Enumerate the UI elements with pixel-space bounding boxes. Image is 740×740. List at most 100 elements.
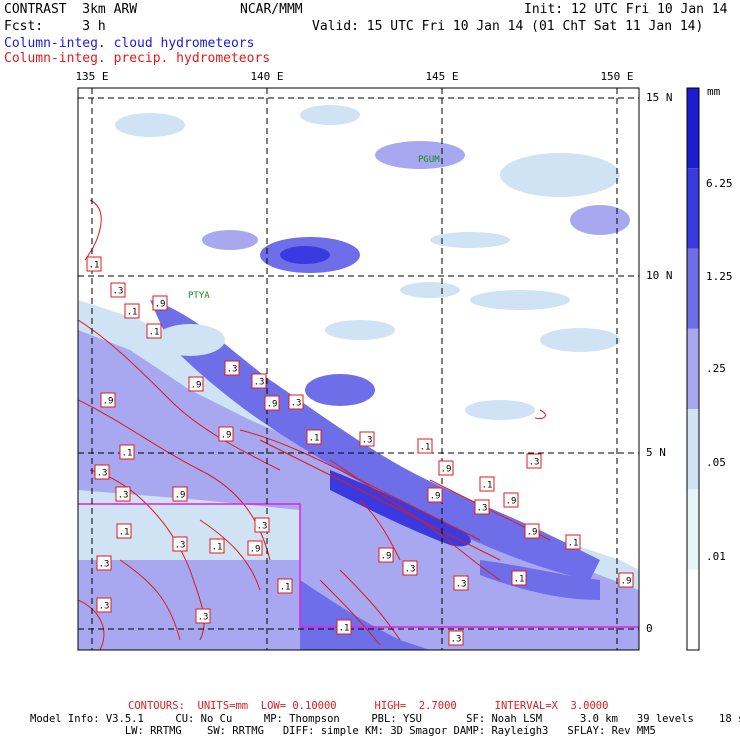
contour-label: .1 (479, 476, 495, 492)
contour-label-box (565, 534, 581, 550)
contour-label-box (474, 499, 490, 515)
contour-label-text: .3 (254, 378, 265, 388)
contour-label-box (116, 523, 132, 539)
map-border (77, 87, 640, 651)
contour-label: .3 (94, 464, 110, 480)
contour-label: .9 (247, 540, 263, 556)
contour-label-box (479, 476, 495, 492)
station-ptya: PTYA (188, 291, 210, 301)
contour-label-text: .1 (420, 443, 431, 453)
model-title: CONTRAST 3km ARW (4, 2, 138, 17)
contour-label-text: .1 (482, 481, 493, 491)
contour-label: .3 (224, 360, 240, 376)
contour-label-text: .3 (175, 541, 186, 551)
contour-label: .3 (254, 517, 270, 533)
colorbar (686, 87, 700, 651)
lat-label-5n: 5 N (646, 446, 666, 459)
contour-label-text: .3 (99, 602, 110, 612)
contour-label-box (152, 295, 168, 311)
contour-label-text: .3 (477, 504, 488, 514)
contour-label: .3 (448, 630, 464, 646)
colorbar-label-1.25: 1.25 (706, 270, 733, 283)
contour-label-box (172, 486, 188, 502)
contour-label: .3 (526, 453, 542, 469)
lon-label-135: 135 E (75, 70, 108, 83)
contour-label-box (218, 426, 234, 442)
contour-label-text: .3 (227, 365, 238, 375)
contour-label-box (306, 429, 322, 445)
contour-label: .9 (218, 426, 234, 442)
contour-label-box (427, 487, 443, 503)
contour-label: .9 (618, 572, 634, 588)
contour-label-text: .9 (250, 545, 261, 555)
contour-label-box (526, 453, 542, 469)
contour-label-text: .3 (113, 287, 124, 297)
contour-label-box (453, 575, 469, 591)
contour-label-box (110, 282, 126, 298)
contour-label: .9 (427, 487, 443, 503)
contour-label: .3 (172, 536, 188, 552)
contour-label: .1 (86, 256, 102, 272)
contour-label: .1 (116, 523, 132, 539)
colorbar-segment (687, 409, 699, 490)
contour-label-text: .3 (118, 491, 129, 501)
contour-label-box (438, 460, 454, 476)
contour-label-box (195, 608, 211, 624)
contour-label-text: .9 (506, 497, 517, 507)
contour-label: .1 (209, 538, 225, 554)
contour-label-box (100, 392, 116, 408)
contour-label-text: .9 (441, 465, 452, 475)
colorbar-segment (687, 88, 699, 169)
contour-label: .1 (306, 429, 322, 445)
contour-label-text: .1 (280, 583, 291, 593)
contour-label-text: .1 (89, 261, 100, 271)
contour-label-box (618, 572, 634, 588)
lon-label-150: 150 E (600, 70, 633, 83)
cloud-shading (78, 105, 639, 650)
contour-label-text: .3 (529, 458, 540, 468)
contour-label: .9 (524, 523, 540, 539)
contour-label-box (417, 438, 433, 454)
contour-label: .1 (146, 323, 162, 339)
contour-label-text: .1 (122, 449, 133, 459)
contour-label-text: .1 (309, 434, 320, 444)
contour-label-text: .3 (257, 522, 268, 532)
contour-label-text: .3 (362, 436, 373, 446)
contour-label: .3 (195, 608, 211, 624)
contour-label-text: .3 (291, 399, 302, 409)
contour-label: .9 (378, 547, 394, 563)
contour-label: .3 (402, 560, 418, 576)
contour-label-box (336, 619, 352, 635)
contour-label-text: .3 (451, 635, 462, 645)
contour-label-box (188, 376, 204, 392)
forecast-hour: Fcst: 3 h (4, 19, 106, 34)
contour-label-text: .1 (212, 543, 223, 553)
contour-label-box (254, 517, 270, 533)
colorbar-label-6.25: 6.25 (706, 177, 733, 190)
contour-label: .9 (172, 486, 188, 502)
contour-label-box (172, 536, 188, 552)
station-pgum: PGUM (418, 155, 440, 165)
contour-label-box (264, 395, 280, 411)
contour-label-text: .1 (119, 528, 130, 538)
contour-label-text: .3 (198, 613, 209, 623)
org-label: NCAR/MMM (240, 2, 303, 17)
contour-label-box (115, 486, 131, 502)
contour-label: .9 (264, 395, 280, 411)
contour-label-text: .3 (456, 580, 467, 590)
init-time: Init: 12 UTC Fri 10 Jan 14 (524, 2, 728, 17)
contour-label: .1 (511, 570, 527, 586)
colorbar-segment (687, 328, 699, 410)
lat-label-0: 0 (646, 622, 653, 635)
contour-label: .3 (96, 555, 112, 571)
contours-info: CONTOURS: UNITS=mm LOW= 0.10000 HIGH= 2.… (128, 700, 609, 712)
contour-label: .3 (474, 499, 490, 515)
map-field: PGUM PTYA .1 .3 .1 .9 .1 .3 .9 .1 .3 .9 .3 .3 .9 .3 .1… (78, 88, 639, 650)
contour-label-box (124, 303, 140, 319)
lat-label-10n: 10 N (646, 269, 673, 282)
colorbar-border (686, 87, 700, 651)
contour-label: .1 (417, 438, 433, 454)
gridlines (78, 88, 639, 650)
contour-label-text: .9 (155, 300, 166, 310)
